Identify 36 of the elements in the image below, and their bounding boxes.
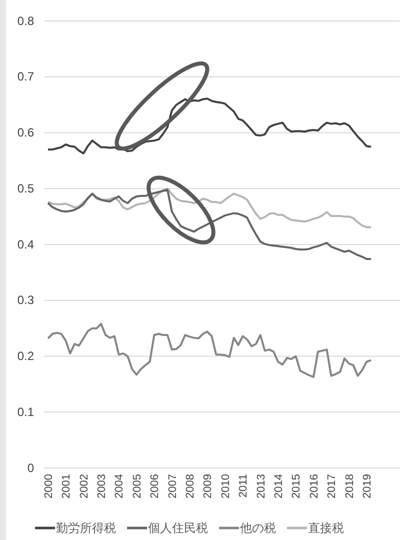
- y-tick-label: 0.4: [17, 237, 34, 252]
- y-tick-label: 0: [27, 460, 34, 475]
- x-tick-label: 2008: [184, 474, 196, 498]
- x-tick-label: 2007: [166, 474, 179, 498]
- x-tick-label: 2005: [131, 474, 144, 498]
- x-tick-label: 2014: [272, 474, 285, 498]
- x-tick-label: 2013: [255, 474, 268, 498]
- x-tick-label: 2017: [326, 474, 338, 498]
- y-tick-label: 0.3: [17, 293, 34, 308]
- x-tick-label: 2019: [361, 474, 374, 498]
- x-tick-label: 2015: [290, 474, 303, 498]
- legend-label: 直接税: [308, 521, 344, 536]
- x-tick-label: 2006: [149, 474, 162, 498]
- legend-label: 個人住民税: [148, 521, 208, 536]
- x-tick-label: 2016: [308, 474, 320, 498]
- legend-label: 勤労所得税: [56, 521, 116, 536]
- x-tick-label: 2002: [78, 474, 90, 498]
- y-tick-label: 0.7: [17, 70, 34, 84]
- line-series: [47, 98, 372, 154]
- line-series: [47, 188, 372, 260]
- x-tick-label: 2011: [238, 474, 250, 498]
- x-tick-label: 2001: [60, 474, 73, 498]
- line-series: [47, 188, 372, 228]
- x-tick-label: 2018: [344, 474, 356, 498]
- x-tick-label: 2003: [96, 474, 108, 498]
- y-tick-label: 0.6: [17, 126, 34, 140]
- y-tick-label: 0.2: [17, 349, 34, 364]
- x-tick-label: 2004: [114, 474, 126, 498]
- y-tick-label: 0.1: [17, 404, 34, 419]
- x-tick-label: 2009: [202, 474, 214, 498]
- y-tick-label: 0.8: [17, 14, 34, 28]
- line-series: [47, 322, 372, 378]
- x-tick-label: 2000: [42, 474, 55, 498]
- x-tick-label: 2010: [220, 474, 232, 498]
- legend-label: 他の税: [240, 521, 276, 536]
- y-tick-label: 0.5: [17, 181, 34, 196]
